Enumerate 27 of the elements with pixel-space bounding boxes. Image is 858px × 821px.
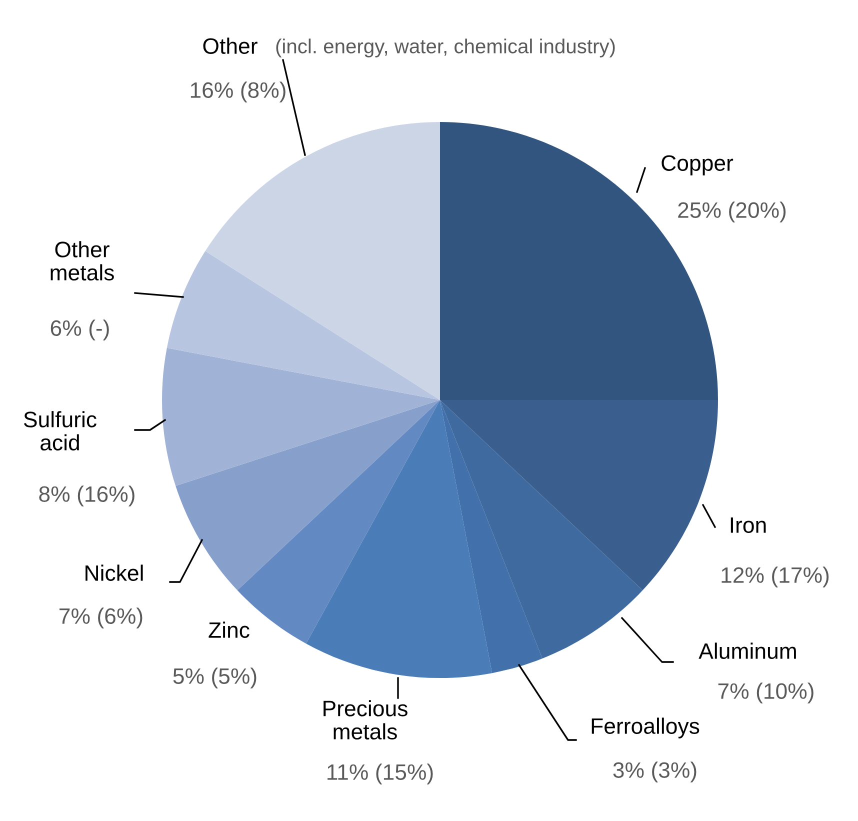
data-label: 16% (8%) <box>190 82 286 102</box>
slice-label: Zinc <box>208 622 250 638</box>
pie-slice <box>205 122 440 400</box>
pie-slice <box>176 400 440 590</box>
slice-label: Other <box>203 38 258 54</box>
slice-label: Nickel <box>86 564 143 581</box>
data-label: 25% (20%) <box>678 202 786 222</box>
slice-label: Sulfuric acid <box>24 411 96 451</box>
pie-slice <box>306 400 492 678</box>
data-label: 5% (5%) <box>173 668 256 688</box>
slice-label: Iron <box>730 517 766 533</box>
pie-slice <box>440 400 718 590</box>
data-label: 6% (-) <box>50 320 109 340</box>
slice-label: Other metals <box>50 241 114 281</box>
pie-slice <box>162 348 440 486</box>
data-label: 8% (16%) <box>39 486 134 506</box>
data-label: 7% (6%) <box>60 608 142 628</box>
data-label: 12% (17%) <box>722 566 829 588</box>
slice-label: Aluminum <box>698 642 796 659</box>
slice-label: Ferroalloys <box>592 718 700 738</box>
slice-label: Precious metals <box>324 700 408 740</box>
data-label: 7% (10%) <box>718 682 814 704</box>
data-label: 3% (3%) <box>613 762 696 782</box>
pie-slice <box>166 251 440 400</box>
data-label: 11% (15%) <box>328 764 433 784</box>
text: (incl. energy, water, chemical industry) <box>276 38 615 58</box>
slice-label: Copper <box>662 155 734 176</box>
